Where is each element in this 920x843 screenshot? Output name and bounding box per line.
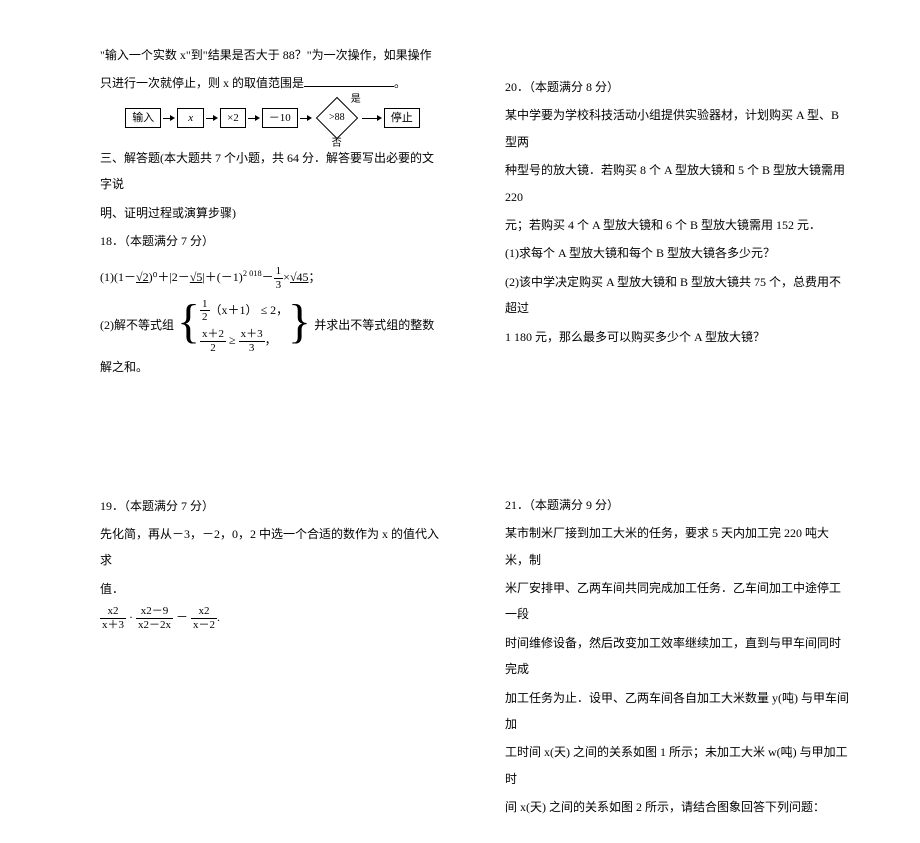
q21-line-5: 工时间 x(天) 之间的关系如图 1 所示；未加工大米 w(吨) 与甲加工时: [505, 739, 850, 792]
flowchart: 输入 x ×2 －10 >88 否 是 停止: [100, 103, 445, 133]
flow-stop-box: 停止: [384, 108, 420, 128]
answer-blank: [304, 86, 394, 87]
inequality-system: { 12（x＋1） ≤ 2， x＋22 ≥ x＋33， {: [177, 298, 311, 355]
q18-part1: (1)(1－√2)⁰＋|2－√5|＋(－1)2 018－13×√45；: [100, 264, 445, 291]
q20-line-4: (1)求每个 A 型放大镜和每个 B 型放大镜各多少元？: [505, 240, 850, 266]
flow-decision: >88 否 是: [314, 103, 360, 133]
section3-line-1: 三、解答题(本大题共 7 个小题，共 64 分．解答要写出必要的文字说: [100, 145, 445, 198]
flow-no-label: 否: [332, 133, 342, 155]
arrow-icon: [163, 113, 175, 123]
spacer: [505, 42, 850, 74]
arrow-icon: [362, 113, 382, 123]
q21-line-3: 时间维修设备，然后改变加工效率继续加工，直到与甲车间同时完成: [505, 630, 850, 683]
intro-line-2: 只进行一次就停止，则 x 的取值范围是。: [100, 70, 445, 96]
q20-heading: 20．（本题满分 8 分）: [505, 74, 850, 100]
q19-line-2: 值．: [100, 576, 445, 602]
q21-line-4: 加工任务为止．设甲、乙两车间各自加工大米数量 y(吨) 与甲车间加: [505, 685, 850, 738]
flow-minus10-box: －10: [262, 108, 298, 128]
q19-heading: 19．（本题满分 7 分）: [100, 493, 445, 519]
flow-times2-box: ×2: [220, 108, 246, 128]
arrow-icon: [300, 113, 312, 123]
q20-line-1: 某中学要为学校科技活动小组提供实验器材，计划购买 A 型、B 型两: [505, 102, 850, 155]
q18-part2: (2)解不等式组 { 12（x＋1） ≤ 2， x＋22 ≥ x＋33， { 并…: [100, 298, 445, 381]
section3-line-2: 明、证明过程或演算步骤): [100, 200, 445, 226]
q19-expression: x2x＋3 · x2－9x2－2x － x2x－2.: [100, 604, 445, 631]
frac-1-3: 13: [274, 265, 284, 291]
spacer: [505, 352, 850, 492]
left-column: "输入一个实数 x"到"结果是否大于 88？"为一次操作，如果操作 只进行一次就…: [100, 42, 445, 823]
q20-line-5: (2)该中学决定购买 A 型放大镜和 B 型放大镜共 75 个，总费用不超过: [505, 269, 850, 322]
q20-line-2: 种型号的放大镜．若购买 8 个 A 型放大镜和 5 个 B 型放大镜需用 220: [505, 157, 850, 210]
flow-input-box: 输入: [125, 108, 161, 128]
intro-line-1: "输入一个实数 x"到"结果是否大于 88？"为一次操作，如果操作: [100, 42, 445, 68]
q20-line-3: 元；若购买 4 个 A 型放大镜和 6 个 B 型放大镜需用 152 元．: [505, 212, 850, 238]
spacer: [100, 383, 445, 493]
flow-yes-label: 是: [351, 89, 361, 111]
q21-line-6: 间 x(天) 之间的关系如图 2 所示，请结合图象回答下列问题：: [505, 794, 850, 820]
right-column: 20．（本题满分 8 分） 某中学要为学校科技活动小组提供实验器材，计划购买 A…: [505, 42, 850, 823]
q18-heading: 18．（本题满分 7 分）: [100, 228, 445, 254]
q19-line-1: 先化简，再从－3，－2，0，2 中选一个合适的数作为 x 的值代入求: [100, 521, 445, 574]
arrow-icon: [248, 113, 260, 123]
flow-x-box: x: [177, 108, 204, 128]
q20-line-6: 1 180 元，那么最多可以购买多少个 A 型放大镜？: [505, 324, 850, 350]
q21-heading: 21．（本题满分 9 分）: [505, 492, 850, 518]
q21-line-1: 某市制米厂接到加工大米的任务，要求 5 天内加工完 220 吨大米，制: [505, 520, 850, 573]
q21-line-2: 米厂安排甲、乙两车间共同完成加工任务．乙车间加工中途停工一段: [505, 575, 850, 628]
arrow-icon: [206, 113, 218, 123]
